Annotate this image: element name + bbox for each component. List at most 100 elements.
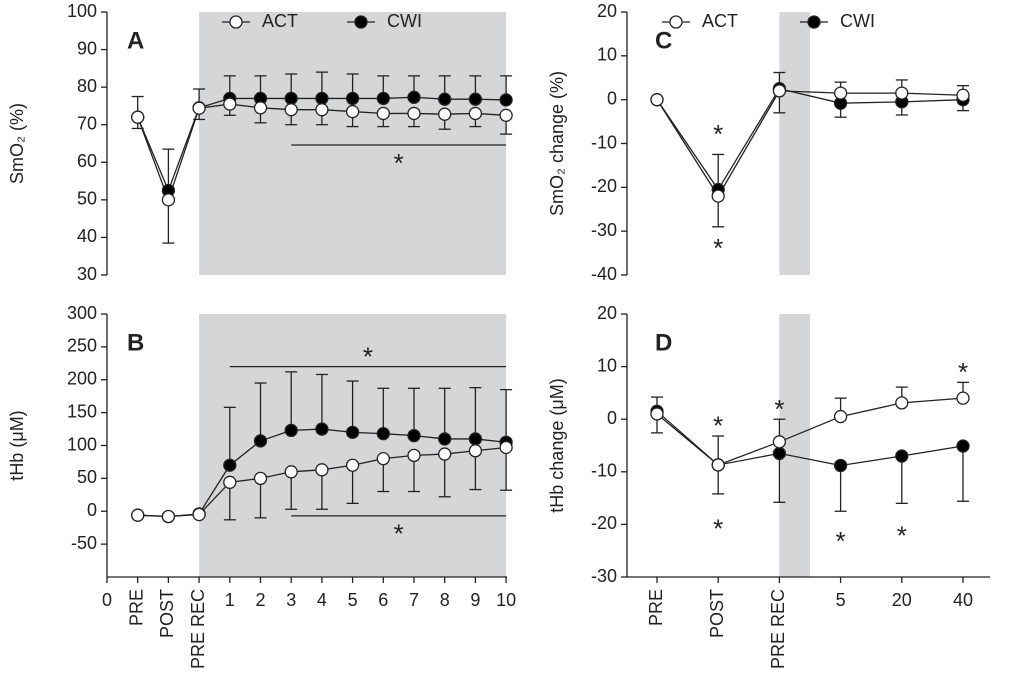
data-point (345, 425, 360, 440)
data-point (407, 90, 421, 104)
legend-marker (229, 15, 243, 29)
data-point (315, 463, 329, 477)
data-point (650, 407, 664, 421)
data-point (223, 458, 237, 472)
error-bar (223, 406, 236, 466)
data-point (315, 103, 329, 117)
error-bar (957, 446, 969, 502)
significance-star: * (713, 119, 723, 149)
data-point (711, 458, 725, 472)
x-tick-label: 8 (440, 590, 450, 610)
y-tick-label: 40 (77, 226, 97, 246)
error-bar (315, 373, 328, 430)
data-point (376, 427, 390, 441)
y-tick-label: -40 (591, 264, 617, 284)
y-tick-label: 300 (67, 303, 97, 323)
x-tick-label: 1 (225, 590, 235, 610)
data-point (438, 92, 452, 106)
x-tick-label: 4 (317, 590, 327, 610)
data-point (284, 423, 298, 438)
x-tick-label: POST (707, 589, 727, 638)
data-point (192, 101, 206, 115)
significance-star: * (774, 394, 784, 424)
data-point (345, 104, 360, 119)
data-point (438, 432, 452, 446)
series-line (656, 90, 964, 198)
y-tick-label: 10 (597, 45, 617, 65)
panel-label: B (127, 329, 144, 356)
x-tick-label: 0 (102, 590, 112, 610)
y-tick-label: 100 (67, 434, 97, 454)
x-tick-label: 9 (470, 590, 480, 610)
data-point (833, 409, 848, 424)
data-point (833, 86, 848, 100)
error-bar (895, 456, 908, 505)
error-bar (377, 387, 390, 434)
x-tick-label: 6 (378, 590, 388, 610)
y-tick-label: 20 (597, 303, 617, 323)
significance-star: * (836, 526, 846, 556)
legend-label: ACT (702, 11, 738, 31)
data-point (284, 103, 298, 117)
significance-star: * (897, 521, 907, 551)
shaded-period (199, 12, 507, 275)
legend-marker (354, 15, 368, 29)
x-tick-label: PRE REC (768, 589, 788, 669)
x-tick-label: PRE (126, 589, 146, 626)
significance-star: * (958, 357, 968, 387)
error-bar (438, 454, 451, 498)
data-point (345, 458, 360, 472)
y-axis-label: tHb change (μM) (547, 378, 567, 512)
panel-label: C (655, 27, 672, 54)
error-bar (254, 382, 267, 441)
data-point (315, 91, 329, 106)
shaded-period (199, 314, 507, 577)
x-tick-label: PRE (646, 589, 666, 626)
y-tick-label: -30 (591, 220, 617, 240)
data-point (468, 92, 483, 106)
data-point (772, 446, 787, 461)
data-point (956, 391, 970, 405)
y-tick-label: 50 (77, 189, 97, 209)
y-tick-label: 70 (77, 113, 97, 133)
data-point (253, 471, 268, 486)
data-point (161, 193, 176, 207)
data-point (438, 447, 452, 461)
data-point (131, 110, 145, 124)
data-point (895, 396, 909, 410)
data-point (468, 444, 483, 458)
series-line (656, 410, 964, 467)
data-point (407, 106, 421, 121)
y-tick-label: 30 (77, 264, 97, 284)
significance-star: * (394, 519, 404, 549)
data-point (376, 106, 390, 121)
data-point (407, 428, 421, 443)
y-tick-label: -20 (591, 513, 617, 533)
data-point (161, 509, 176, 524)
data-point (895, 449, 909, 463)
data-point (253, 434, 268, 448)
y-axis-label: SmO₂ (%) (7, 103, 27, 184)
data-point (956, 439, 970, 453)
x-tick-label: 3 (286, 590, 296, 610)
data-point (223, 475, 237, 489)
y-tick-label: 250 (67, 336, 97, 356)
y-tick-label: 100 (67, 1, 97, 21)
data-point (407, 448, 421, 463)
y-tick-label: -10 (591, 132, 617, 152)
x-tick-label: 20 (892, 590, 912, 610)
y-tick-label: 60 (77, 151, 97, 171)
error-bar (408, 387, 420, 436)
data-point (499, 440, 513, 455)
y-tick-label: 0 (87, 500, 97, 520)
y-tick-label: 50 (77, 467, 97, 487)
x-tick-label: POST (157, 589, 177, 638)
error-bar (438, 387, 451, 439)
significance-star: * (394, 148, 404, 178)
y-tick-label: 150 (67, 401, 97, 421)
legend-marker (669, 15, 683, 29)
y-tick-label: 90 (77, 38, 97, 58)
error-bar (500, 388, 513, 443)
data-point (192, 507, 206, 522)
